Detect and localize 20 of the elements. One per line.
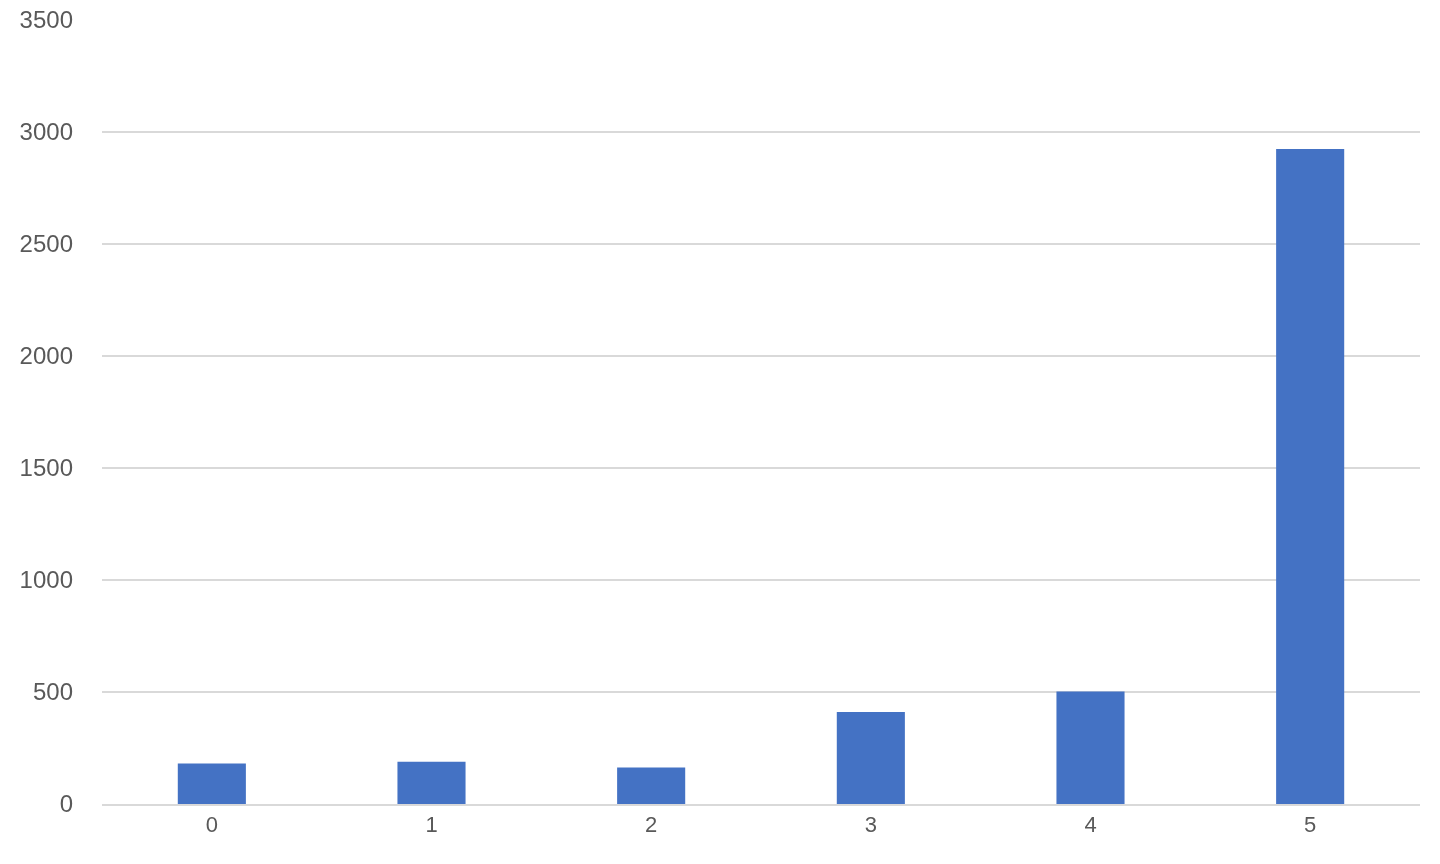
x-tick-label: 5 [1304,812,1317,838]
x-tick-label: 4 [1084,812,1097,838]
bar [1056,691,1125,804]
x-tick-label: 2 [645,812,658,838]
y-tick-label: 0 [59,790,73,818]
y-tick-label: 3500 [19,6,73,34]
y-tick-label: 1500 [19,454,73,482]
x-tick-label: 0 [205,812,218,838]
y-tick-label: 1000 [19,566,73,594]
bar [836,711,905,804]
x-tick-label: 1 [425,812,438,838]
y-tick-label: 2000 [19,342,73,370]
bar [617,767,686,804]
bar [177,763,246,804]
y-tick-label: 3000 [19,118,73,146]
x-tick-label: 3 [864,812,877,838]
bar [397,761,466,804]
y-tick-label: 500 [32,678,73,706]
y-tick-label: 2500 [19,230,73,258]
bar [1276,149,1345,804]
